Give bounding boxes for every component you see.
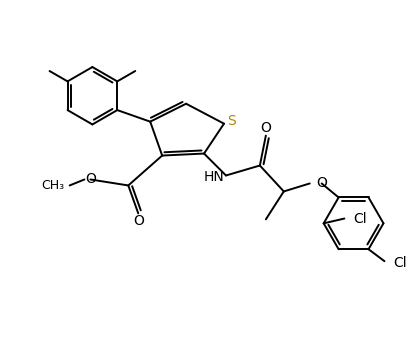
Text: Cl: Cl — [353, 211, 367, 225]
Text: CH₃: CH₃ — [41, 179, 64, 192]
Text: Cl: Cl — [393, 256, 407, 270]
Text: O: O — [260, 121, 271, 135]
Text: O: O — [316, 176, 327, 190]
Text: S: S — [227, 114, 235, 128]
Text: O: O — [133, 213, 144, 227]
Text: O: O — [85, 173, 96, 187]
Text: HN: HN — [203, 170, 224, 184]
